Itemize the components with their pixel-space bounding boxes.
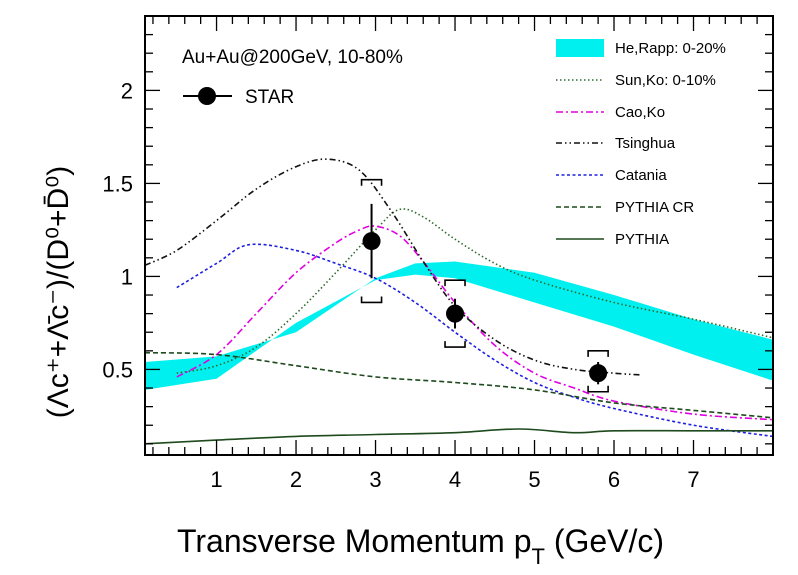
legend-right: He,Rapp: 0-20% Sun,Ko: 0-10% Cao,Ko Tsinghu… — [556, 39, 726, 248]
star-syst-bracket-2 — [587, 350, 609, 393]
legend-swatch-band — [556, 39, 604, 57]
x-axis-label-unit: (GeV/c) — [545, 523, 664, 559]
y-tick-label: 1.5 — [102, 171, 133, 196]
series-line-1 — [176, 225, 773, 421]
y-tick-label: 2 — [121, 78, 133, 103]
tick-layer: 1 2 3 4 5 6 7 0.5 1 1.5 2 — [102, 16, 773, 492]
star-marker-1 — [446, 304, 465, 323]
x-tick-label: 3 — [369, 467, 381, 492]
legend-label-1: Cao,Ko — [615, 104, 665, 121]
curve-layer — [145, 158, 773, 445]
x-tick-label: 2 — [290, 467, 302, 492]
x-tick-label: 7 — [687, 467, 699, 492]
legend-label-3: Catania — [615, 167, 667, 184]
star-point-2 — [587, 350, 609, 393]
star-syst-bracket-1 — [444, 279, 466, 348]
legend-label-5: PYTHIA — [615, 231, 669, 248]
series-line-4 — [145, 351, 773, 419]
legend-label-0: Sun,Ko: 0-10% — [615, 72, 716, 89]
y-tick-label: 1 — [121, 264, 133, 289]
y-tick-label: 0.5 — [102, 357, 133, 382]
series-line-5 — [145, 428, 773, 445]
star-point-1 — [444, 279, 466, 348]
x-tick-label: 1 — [210, 467, 222, 492]
band-layer — [145, 261, 773, 390]
series-line-2 — [145, 158, 642, 376]
legend-star-label: STAR — [245, 87, 294, 108]
star-marker-2 — [589, 364, 608, 383]
legend-label-band: He,Rapp: 0-20% — [615, 40, 726, 57]
x-axis-label-main: Transverse Momentum p — [177, 523, 531, 559]
x-axis-label-subscript: T — [531, 544, 544, 569]
x-tick-label: 5 — [528, 467, 540, 492]
band-he-rapp — [145, 261, 773, 390]
legend-label-2: Tsinghua — [615, 135, 676, 152]
series-line-3 — [176, 243, 773, 438]
plot-frame — [144, 15, 774, 456]
star-point-0 — [360, 178, 383, 304]
legend-star-marker — [198, 87, 216, 105]
legend-left: STAR — [183, 87, 294, 108]
star-marker-0 — [362, 232, 381, 251]
x-tick-label: 4 — [449, 467, 461, 492]
chart-annotation: Au+Au@200GeV, 10-80% — [182, 47, 403, 68]
y-axis-label: (Λc⁺+Λ̄c⁻)/(D⁰+D̄⁰) — [42, 166, 75, 418]
x-tick-label: 6 — [608, 467, 620, 492]
points-layer — [360, 178, 609, 393]
star-syst-bracket-0 — [360, 178, 383, 304]
legend-label-4: PYTHIA CR — [615, 199, 694, 216]
x-axis-label: Transverse Momentum pT (GeV/c) — [177, 523, 664, 569]
